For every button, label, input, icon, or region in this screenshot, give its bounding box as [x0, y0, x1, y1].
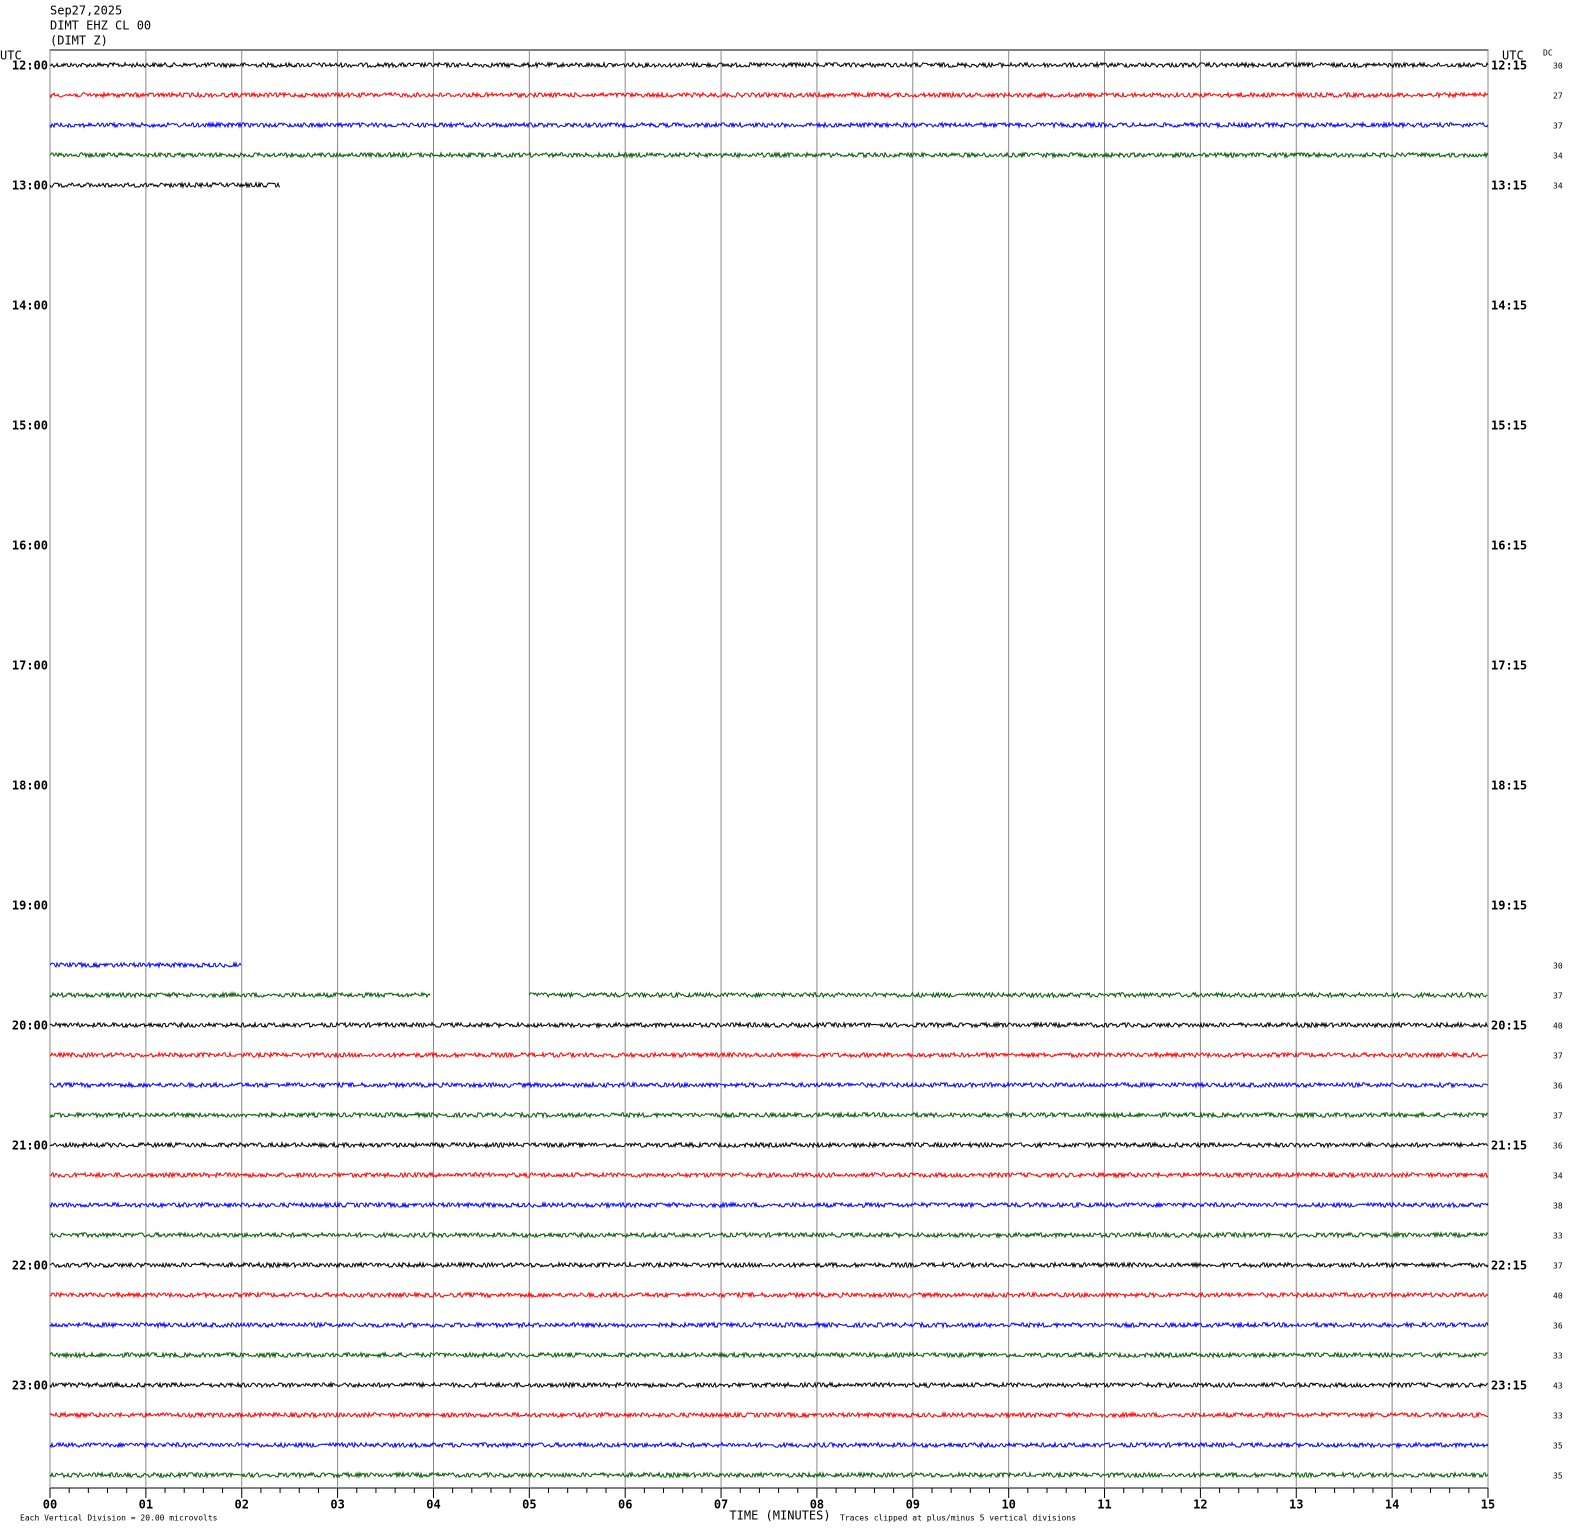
hour-label-right: 20:15 — [1491, 1019, 1527, 1033]
hour-label-left: 21:00 — [12, 1139, 48, 1153]
station: DIMT EHZ CL 00 — [50, 19, 151, 33]
trace-segment — [49, 1380, 1489, 1389]
trace-segment — [49, 1200, 1489, 1210]
dc-value: 36 — [1553, 1082, 1563, 1091]
dc-value: 30 — [1553, 962, 1563, 971]
trace-segment — [49, 90, 1489, 100]
x-tick-label: 14 — [1385, 1498, 1399, 1512]
trace-segment — [49, 1260, 1489, 1270]
x-tick-label: 13 — [1289, 1498, 1303, 1512]
plot-frame — [49, 49, 1489, 1489]
dc-value: 37 — [1553, 1112, 1563, 1121]
trace-segment — [49, 1410, 1489, 1420]
hour-label-right: 17:15 — [1491, 659, 1527, 673]
dc-value: 35 — [1553, 1472, 1563, 1481]
trace-segment — [49, 60, 1489, 70]
hour-label-left: 22:00 — [12, 1259, 48, 1273]
dc-value: 34 — [1553, 152, 1563, 161]
hour-label-left: 19:00 — [12, 899, 48, 913]
dc-value: 38 — [1553, 1202, 1563, 1211]
dc-title: DC — [1543, 49, 1553, 58]
right-axis-title: UTC — [1502, 49, 1524, 63]
dc-value: 43 — [1553, 1382, 1563, 1391]
dc-value: 37 — [1553, 1052, 1563, 1061]
x-tick-label: 01 — [139, 1498, 153, 1512]
hour-label-right: 14:15 — [1491, 299, 1527, 313]
hour-label-left: 13:00 — [12, 179, 48, 193]
trace-segment — [49, 1080, 1489, 1090]
date: Sep27,2025 — [50, 4, 122, 18]
trace-segment — [49, 1140, 1489, 1150]
x-tick-label: 12 — [1193, 1498, 1207, 1512]
x-tick-label: 09 — [906, 1498, 920, 1512]
hour-label-left: 16:00 — [12, 539, 48, 553]
hour-label-right: 13:15 — [1491, 179, 1527, 193]
trace-segment — [49, 1350, 1489, 1360]
dc-value: 37 — [1553, 992, 1563, 1001]
trace-segment — [49, 150, 1489, 160]
hour-label-right: 21:15 — [1491, 1139, 1527, 1153]
hour-label-left: 15:00 — [12, 419, 48, 433]
dc-value: 35 — [1553, 1442, 1563, 1451]
dc-value: 40 — [1553, 1022, 1563, 1031]
trace-segment — [49, 1470, 1489, 1480]
trace-segment — [49, 1110, 1489, 1120]
trace-segment — [49, 1170, 1489, 1179]
trace-segment — [49, 1320, 1489, 1330]
hour-label-left: 23:00 — [12, 1379, 48, 1393]
dc-value: 40 — [1553, 1292, 1563, 1301]
hour-label-right: 15:15 — [1491, 419, 1527, 433]
x-tick-label: 06 — [618, 1498, 632, 1512]
dc-value: 36 — [1553, 1142, 1563, 1151]
x-tick-label: 08 — [810, 1498, 824, 1512]
trace-segment — [49, 1441, 1489, 1450]
x-tick-label: 04 — [426, 1498, 440, 1512]
x-tick-label: 03 — [330, 1498, 344, 1512]
x-axis-label: TIME (MINUTES) — [729, 1509, 830, 1523]
x-tick-label: 07 — [714, 1498, 728, 1512]
clip-note: Traces clipped at plus/minus 5 vertical … — [840, 1514, 1076, 1523]
dc-value: 37 — [1553, 122, 1563, 131]
hour-label-left: 12:00 — [12, 59, 48, 73]
hour-label-right: 12:15 — [1491, 59, 1527, 73]
dc-value: 30 — [1553, 62, 1563, 71]
dc-value: 34 — [1553, 182, 1563, 191]
x-tick-label: 02 — [235, 1498, 249, 1512]
x-tick-label: 00 — [43, 1498, 57, 1512]
scale-note: Each Vertical Division = 20.00 microvolt… — [20, 1514, 218, 1523]
hour-label-left: 14:00 — [12, 299, 48, 313]
hour-label-left: 18:00 — [12, 779, 48, 793]
dc-value: 34 — [1553, 1172, 1563, 1181]
dc-value: 27 — [1553, 92, 1563, 101]
hour-label-right: 19:15 — [1491, 899, 1527, 913]
trace-segment — [49, 181, 281, 190]
x-tick-label: 11 — [1097, 1498, 1111, 1512]
trace-segment — [49, 1050, 1489, 1060]
hour-label-left: 17:00 — [12, 659, 48, 673]
x-tick-label: 15 — [1481, 1498, 1495, 1512]
hour-label-right: 18:15 — [1491, 779, 1527, 793]
hour-label-right: 22:15 — [1491, 1259, 1527, 1273]
trace-segment — [49, 960, 242, 969]
trace-segment — [49, 121, 1489, 130]
hour-label-right: 23:15 — [1491, 1379, 1527, 1393]
dc-value: 33 — [1553, 1352, 1563, 1361]
hour-label-right: 16:15 — [1491, 539, 1527, 553]
hour-label-left: 20:00 — [12, 1019, 48, 1033]
left-axis-title: UTC — [0, 49, 22, 63]
x-tick-label: 10 — [1001, 1498, 1015, 1512]
trace-segment — [528, 991, 1488, 1000]
trace-segment — [49, 1020, 1489, 1030]
dc-value: 36 — [1553, 1322, 1563, 1331]
trace-segment — [49, 1230, 1489, 1240]
dc-value: 33 — [1553, 1232, 1563, 1241]
dc-value: 33 — [1553, 1412, 1563, 1421]
component: (DIMT Z) — [50, 34, 108, 48]
x-tick-label: 05 — [522, 1498, 536, 1512]
dc-value: 37 — [1553, 1262, 1563, 1271]
trace-segment — [49, 990, 431, 1000]
trace-segment — [49, 1290, 1489, 1299]
